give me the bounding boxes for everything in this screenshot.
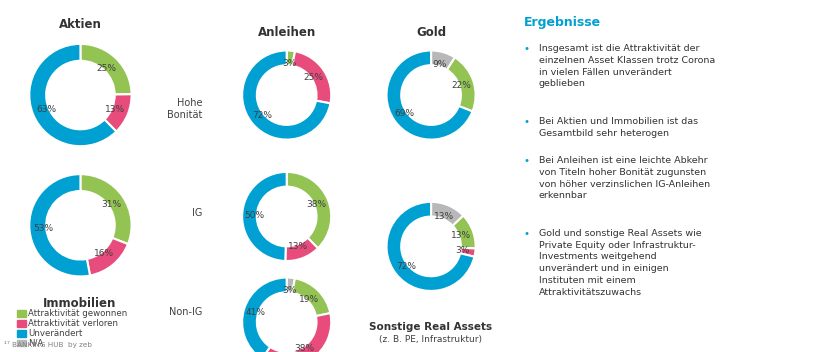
Text: 72%: 72%	[252, 111, 272, 120]
Wedge shape	[80, 44, 131, 94]
Text: 25%: 25%	[97, 64, 116, 73]
Text: Sonstige Real Assets: Sonstige Real Assets	[369, 322, 493, 332]
Text: 3%: 3%	[282, 285, 297, 295]
Text: 3%: 3%	[455, 246, 470, 255]
Text: Insgesamt ist die Attraktivität der
einzelnen Asset Klassen trotz Corona
in viel: Insgesamt ist die Attraktivität der einz…	[539, 44, 715, 88]
Text: •: •	[524, 117, 530, 127]
Wedge shape	[460, 248, 475, 257]
Wedge shape	[30, 44, 116, 146]
Text: 69%: 69%	[394, 108, 415, 118]
Title: Anleihen: Anleihen	[257, 26, 316, 39]
Wedge shape	[243, 50, 331, 140]
Wedge shape	[387, 50, 473, 140]
Text: Bei Aktien und Immobilien ist das
Gesamtbild sehr heterogen: Bei Aktien und Immobilien ist das Gesamt…	[539, 117, 698, 138]
Text: Gold und sonstige Real Assets wie
Private Equity oder Infrastruktur-
Investments: Gold und sonstige Real Assets wie Privat…	[539, 229, 701, 297]
Wedge shape	[431, 50, 455, 70]
Wedge shape	[286, 50, 295, 66]
Wedge shape	[387, 202, 474, 291]
Text: 13%: 13%	[451, 231, 471, 240]
Wedge shape	[243, 172, 287, 261]
Text: 41%: 41%	[246, 308, 266, 317]
Wedge shape	[292, 51, 331, 103]
Text: IG: IG	[191, 208, 202, 218]
Text: 16%: 16%	[94, 249, 114, 258]
Wedge shape	[286, 277, 295, 293]
Text: ¹⁷ BANKING HUB  by zeb: ¹⁷ BANKING HUB by zeb	[4, 341, 92, 348]
Wedge shape	[262, 313, 331, 352]
Text: 63%: 63%	[36, 105, 56, 113]
Text: 19%: 19%	[299, 295, 319, 304]
Text: Unverändert: Unverändert	[28, 329, 82, 338]
Wedge shape	[30, 174, 90, 276]
Text: Hohe
Bonität: Hohe Bonität	[167, 98, 202, 120]
Text: N/A: N/A	[28, 339, 43, 348]
Text: (z. B. PE, Infrastruktur): (z. B. PE, Infrastruktur)	[380, 335, 482, 344]
Text: 72%: 72%	[396, 262, 416, 271]
Text: Ergebnisse: Ergebnisse	[524, 16, 601, 29]
Text: 25%: 25%	[304, 73, 323, 82]
Title: Aktien: Aktien	[59, 18, 101, 31]
Wedge shape	[243, 277, 287, 352]
Text: 53%: 53%	[34, 224, 54, 233]
Wedge shape	[453, 216, 475, 249]
Text: Bei Anleihen ist eine leichte Abkehr
von Titeln hoher Bonität zugunsten
von höhe: Bei Anleihen ist eine leichte Abkehr von…	[539, 156, 710, 200]
Wedge shape	[447, 57, 475, 112]
Text: 13%: 13%	[105, 105, 125, 113]
Text: Non-IG: Non-IG	[169, 307, 202, 316]
Text: 50%: 50%	[244, 212, 265, 220]
Text: 38%: 38%	[306, 200, 327, 209]
Text: •: •	[524, 229, 530, 239]
Wedge shape	[105, 94, 131, 132]
Wedge shape	[80, 174, 131, 244]
Text: 3%: 3%	[282, 58, 297, 68]
Text: 22%: 22%	[451, 81, 472, 90]
Text: •: •	[524, 44, 530, 54]
Text: Attraktivität gewonnen: Attraktivität gewonnen	[28, 309, 127, 318]
Text: 13%: 13%	[434, 212, 454, 221]
Text: 9%: 9%	[433, 60, 447, 69]
Wedge shape	[292, 278, 330, 316]
Wedge shape	[87, 238, 128, 276]
Text: 13%: 13%	[288, 242, 309, 251]
Wedge shape	[285, 238, 318, 261]
Text: Immobilien: Immobilien	[44, 297, 116, 310]
Text: Attraktivität verloren: Attraktivität verloren	[28, 319, 118, 328]
Wedge shape	[286, 172, 331, 248]
Title: Gold: Gold	[416, 26, 446, 39]
Wedge shape	[431, 202, 464, 226]
Text: 31%: 31%	[101, 200, 121, 209]
Text: •: •	[524, 156, 530, 166]
Text: 38%: 38%	[295, 344, 314, 352]
